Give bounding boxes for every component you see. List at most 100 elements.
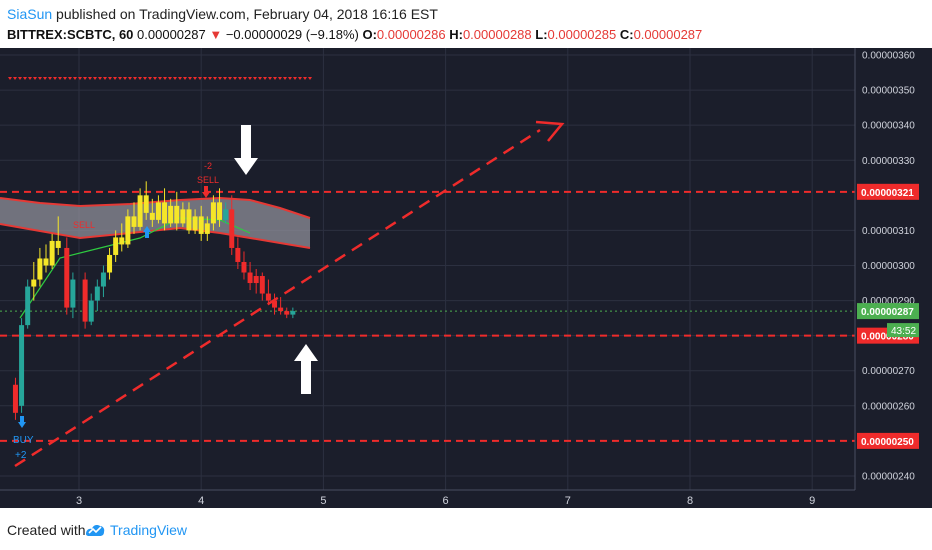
candle-body bbox=[107, 254, 113, 273]
buy-up-arrow-icon bbox=[18, 416, 26, 428]
symbol-label[interactable]: BITTREX:SCBTC, 60 bbox=[7, 27, 134, 42]
signal-marker bbox=[118, 77, 122, 80]
time-axis-labels: 3 4 5 6 7 8 9 bbox=[76, 495, 815, 507]
chart-header: SiaSun published on TradingView.com, Feb… bbox=[0, 0, 932, 48]
signal-marker bbox=[303, 77, 307, 80]
candle-body bbox=[186, 209, 192, 231]
sell-down-arrow-icon bbox=[202, 186, 210, 198]
candle-body bbox=[55, 240, 61, 248]
trend-line bbox=[14, 128, 541, 468]
candle-body bbox=[192, 216, 198, 231]
signal-marker bbox=[283, 77, 287, 80]
candle-body bbox=[70, 279, 76, 308]
signal-marker bbox=[183, 77, 187, 80]
sell-label: SELL bbox=[73, 220, 95, 230]
price-tick-label: 0.00000330 bbox=[862, 156, 915, 167]
footer: Created with TradingView bbox=[0, 508, 932, 550]
signal-marker bbox=[178, 77, 182, 80]
price-tag-background bbox=[857, 432, 919, 449]
signal-marker bbox=[83, 77, 87, 80]
signal-marker bbox=[308, 77, 312, 80]
down-arrow-icon bbox=[234, 125, 258, 175]
signal-marker bbox=[298, 77, 302, 80]
price-axis-labels: 0.00000360 0.00000350 0.00000340 0.00000330… bbox=[862, 51, 915, 483]
signal-marker bbox=[238, 77, 242, 80]
price-tick-label: 0.00000240 bbox=[862, 471, 915, 482]
signal-marker bbox=[58, 77, 62, 80]
symbol-info: BITTREX:SCBTC, 60 0.00000287 ▼ −0.000000… bbox=[7, 27, 702, 42]
price-tick-label: 0.00000290 bbox=[862, 296, 915, 307]
candle-body bbox=[49, 240, 55, 266]
price-tick-label: 0.00000270 bbox=[862, 366, 915, 377]
author-link[interactable]: SiaSun bbox=[7, 6, 53, 22]
candle-body bbox=[174, 205, 180, 224]
bar-countdown: 43:52 bbox=[891, 326, 916, 337]
close-value: 0.00000287 bbox=[633, 27, 703, 42]
tradingview-brand-link[interactable]: TradingView bbox=[110, 522, 188, 538]
price-tags: 0.00000321 0.00000287 0.00000280 0.00000250… bbox=[857, 183, 919, 449]
time-tick-label: 3 bbox=[76, 495, 82, 507]
candle-body bbox=[217, 202, 223, 220]
down-arrow-icon: ▼ bbox=[209, 27, 223, 42]
candle-body bbox=[125, 216, 131, 245]
candle-body bbox=[149, 212, 155, 220]
time-tick-label: 9 bbox=[809, 495, 815, 507]
tradingview-logo-icon bbox=[86, 525, 105, 536]
buy-label: BUY bbox=[13, 435, 34, 446]
signal-marker bbox=[248, 77, 252, 80]
price-tag-background bbox=[857, 303, 919, 320]
signal-marker bbox=[53, 77, 57, 80]
time-tick-label: 4 bbox=[198, 495, 204, 507]
candle-body bbox=[82, 279, 88, 322]
signal-marker bbox=[193, 77, 197, 80]
candle-body bbox=[259, 276, 265, 294]
signal-marker bbox=[143, 77, 147, 80]
price-tag-background bbox=[857, 183, 919, 200]
signal-marker bbox=[23, 77, 27, 80]
candle-body bbox=[19, 325, 25, 406]
candle-body bbox=[137, 195, 143, 227]
candle-body bbox=[94, 286, 100, 301]
publish-text: published on TradingView.com, February 0… bbox=[52, 6, 438, 22]
signal-marker bbox=[33, 77, 37, 80]
signal-marker bbox=[108, 77, 112, 80]
horizontal-lines bbox=[0, 77, 855, 468]
candle-body bbox=[272, 300, 278, 308]
low-label: L: bbox=[535, 27, 548, 42]
signal-marker bbox=[158, 77, 162, 80]
signal-marker bbox=[123, 77, 127, 80]
signal-marker bbox=[78, 77, 82, 80]
candle-body bbox=[253, 276, 259, 284]
close-label: C: bbox=[619, 27, 634, 42]
signal-marker bbox=[213, 77, 217, 80]
buy-up-arrow-icon bbox=[143, 226, 151, 238]
price-tick-label: 0.00000350 bbox=[862, 86, 915, 97]
candle-body bbox=[241, 261, 247, 273]
candle-body bbox=[43, 258, 49, 266]
signal-marker bbox=[98, 77, 102, 80]
time-tick-label: 5 bbox=[320, 495, 326, 507]
signal-marker bbox=[208, 77, 212, 80]
candle-body bbox=[198, 216, 204, 234]
signal-marker bbox=[198, 77, 202, 80]
created-with-text: Created with bbox=[7, 522, 86, 538]
candle-body bbox=[168, 205, 174, 224]
time-axis[interactable] bbox=[0, 490, 932, 508]
signal-marker bbox=[228, 77, 232, 80]
signal-marker bbox=[113, 77, 117, 80]
signal-marker bbox=[188, 77, 192, 80]
signal-marker bbox=[223, 77, 227, 80]
high-value: 0.00000288 bbox=[462, 27, 532, 42]
price-tick-label: 0.00000360 bbox=[862, 51, 915, 62]
signal-marker bbox=[43, 77, 47, 80]
price-tag-label: 0.00000280 bbox=[861, 332, 914, 343]
signal-marker bbox=[68, 77, 72, 80]
price-tick-label: 0.00000300 bbox=[862, 261, 915, 272]
candle-body bbox=[235, 247, 241, 262]
candle-body bbox=[100, 272, 106, 287]
signal-marker bbox=[273, 77, 277, 80]
low-value: 0.00000285 bbox=[547, 27, 617, 42]
candle-body bbox=[162, 202, 168, 224]
price-axis[interactable] bbox=[855, 48, 932, 508]
